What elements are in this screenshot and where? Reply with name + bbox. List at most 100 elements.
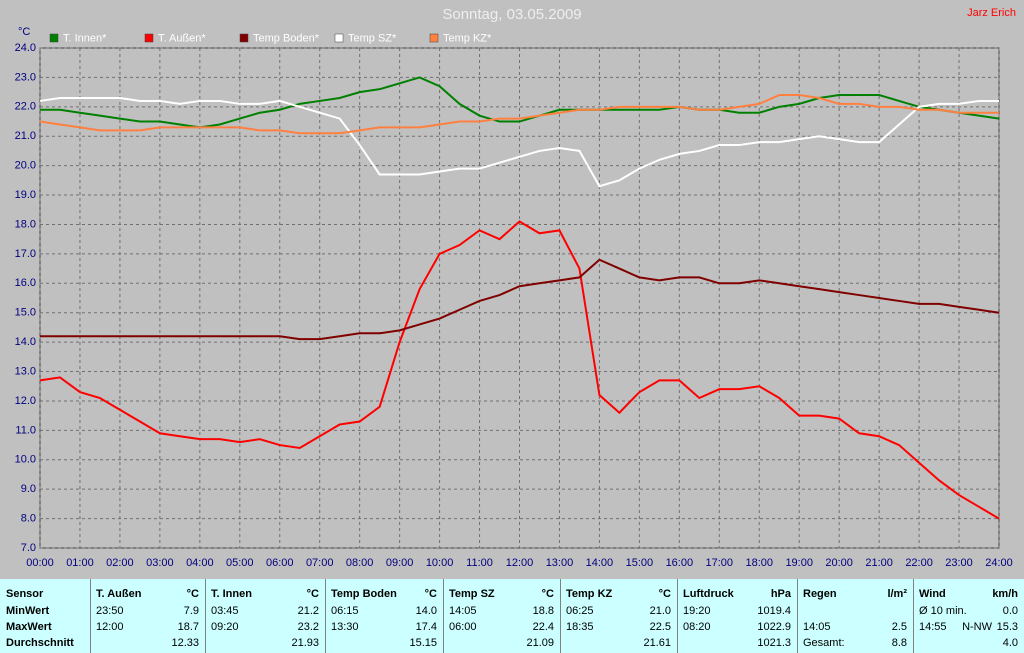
cell-time: 23:50 [96, 605, 124, 617]
cell-time: 14:05 [803, 621, 831, 633]
author: Jarz Erich [967, 7, 1016, 19]
column-divider [913, 579, 914, 653]
cell-value: 15.15 [409, 637, 437, 649]
column-divider [797, 579, 798, 653]
cell-time: 12:00 [96, 621, 124, 633]
legend-label: Temp SZ* [348, 32, 397, 44]
column-header: Temp SZ [449, 588, 495, 600]
x-tick-label: 11:00 [466, 557, 493, 569]
legend-swatch [429, 33, 439, 43]
column-unit: l/m² [887, 588, 907, 600]
cell-time: 14:55 [919, 621, 947, 633]
line [39, 220, 1000, 520]
cell-value: 1022.9 [757, 621, 791, 633]
x-tick-label: 18:00 [745, 557, 773, 569]
y-tick-label: 19.0 [15, 189, 36, 201]
cell-value: 22.4 [532, 621, 554, 633]
cell-value: 18.8 [532, 605, 554, 617]
cell-value: 21.61 [643, 637, 671, 649]
cell-time: 06:00 [449, 621, 477, 633]
cell-value: 2.5 [891, 621, 907, 633]
y-tick-label: 10.0 [15, 454, 36, 466]
cell-time: 06:15 [331, 605, 359, 617]
column-header: T. Innen [211, 588, 252, 600]
line [39, 94, 999, 135]
cell-value: 8.8 [891, 637, 907, 649]
cell-value: 21.93 [291, 637, 319, 649]
cell-time: 13:30 [331, 621, 359, 633]
cell-time: 19:20 [683, 605, 711, 617]
cell-value: 18.7 [177, 621, 199, 633]
x-tick-label: 20:00 [825, 557, 853, 569]
x-tick-label: 22:00 [905, 557, 933, 569]
column-divider [325, 579, 326, 653]
x-tick-label: 17:00 [706, 557, 734, 569]
cell-value: 1019.4 [757, 605, 791, 617]
cell-value: 0.0 [1002, 605, 1018, 617]
x-tick-label: 00:00 [26, 557, 54, 569]
y-tick-label: 17.0 [15, 248, 36, 260]
column-header: Temp KZ [566, 588, 613, 600]
x-tick-label: 10:00 [426, 557, 454, 569]
column-divider [560, 579, 561, 653]
cell-value: 14.0 [415, 605, 437, 617]
y-tick-label: 7.0 [21, 542, 36, 554]
cell-value: 12.33 [171, 637, 199, 649]
cell-time: 09:20 [211, 621, 239, 633]
column-divider [90, 579, 91, 653]
legend-swatch [49, 33, 59, 43]
x-tick-label: 19:00 [785, 557, 813, 569]
column-header: Regen [803, 588, 837, 600]
column-header: Luftdruck [683, 588, 734, 600]
row-label: MinWert [6, 605, 50, 617]
cell-value: 21.0 [649, 605, 671, 617]
x-tick-label: 08:00 [346, 557, 374, 569]
legend-label: Temp Boden* [253, 32, 320, 44]
column-unit: km/h [992, 588, 1018, 600]
x-tick-label: 07:00 [306, 557, 334, 569]
legend-swatch [239, 33, 249, 43]
y-axis-label: °C [18, 26, 30, 38]
column-header: Temp Boden [331, 588, 397, 600]
column-unit: hPa [770, 588, 791, 600]
cell-value: 15.3 [996, 621, 1018, 633]
x-tick-label: 16:00 [666, 557, 694, 569]
legend-swatch [334, 33, 344, 43]
y-tick-label: 15.0 [15, 307, 36, 319]
cell-value: 21.09 [526, 637, 554, 649]
cell-value: 7.9 [183, 605, 199, 617]
x-tick-label: 13:00 [546, 557, 574, 569]
chart-title: Sonntag, 03.05.2009 [442, 6, 581, 23]
cell-value: 21.2 [297, 605, 319, 617]
x-tick-label: 01:00 [66, 557, 94, 569]
y-tick-label: 8.0 [21, 512, 36, 524]
column-unit: °C [424, 588, 437, 600]
y-tick-label: 21.0 [15, 130, 36, 142]
column-divider [443, 579, 444, 653]
header-cell: Sensor [6, 588, 44, 600]
y-tick-label: 9.0 [21, 483, 36, 495]
cell-time: Gesamt: [803, 637, 845, 649]
row-label: Durchschnitt [6, 637, 74, 649]
legend-label: T. Innen* [63, 32, 107, 44]
y-tick-label: 24.0 [15, 42, 36, 54]
cell-value: 1021.3 [757, 637, 791, 649]
line [40, 258, 1000, 341]
y-tick-label: 16.0 [15, 277, 36, 289]
y-tick-label: 13.0 [15, 365, 36, 377]
x-tick-label: 23:00 [945, 557, 973, 569]
x-tick-label: 14:00 [586, 557, 614, 569]
column-header: Wind [919, 588, 946, 600]
cell-time: 06:25 [566, 605, 594, 617]
line [39, 97, 999, 188]
chart: Sonntag, 03.05.2009 Jarz Erich °C 7.0 8.0… [15, 6, 1016, 569]
y-tick-label: 12.0 [15, 395, 36, 407]
legend-label: Temp KZ* [443, 32, 492, 44]
cell-extra: N-NW [962, 621, 992, 633]
cell-value: 22.5 [649, 621, 671, 633]
legend-swatch [144, 33, 154, 43]
cell-value: 4.0 [1002, 637, 1018, 649]
row-label: MaxWert [6, 621, 52, 633]
column-unit: °C [658, 588, 671, 600]
x-tick-label: 12:00 [506, 557, 534, 569]
